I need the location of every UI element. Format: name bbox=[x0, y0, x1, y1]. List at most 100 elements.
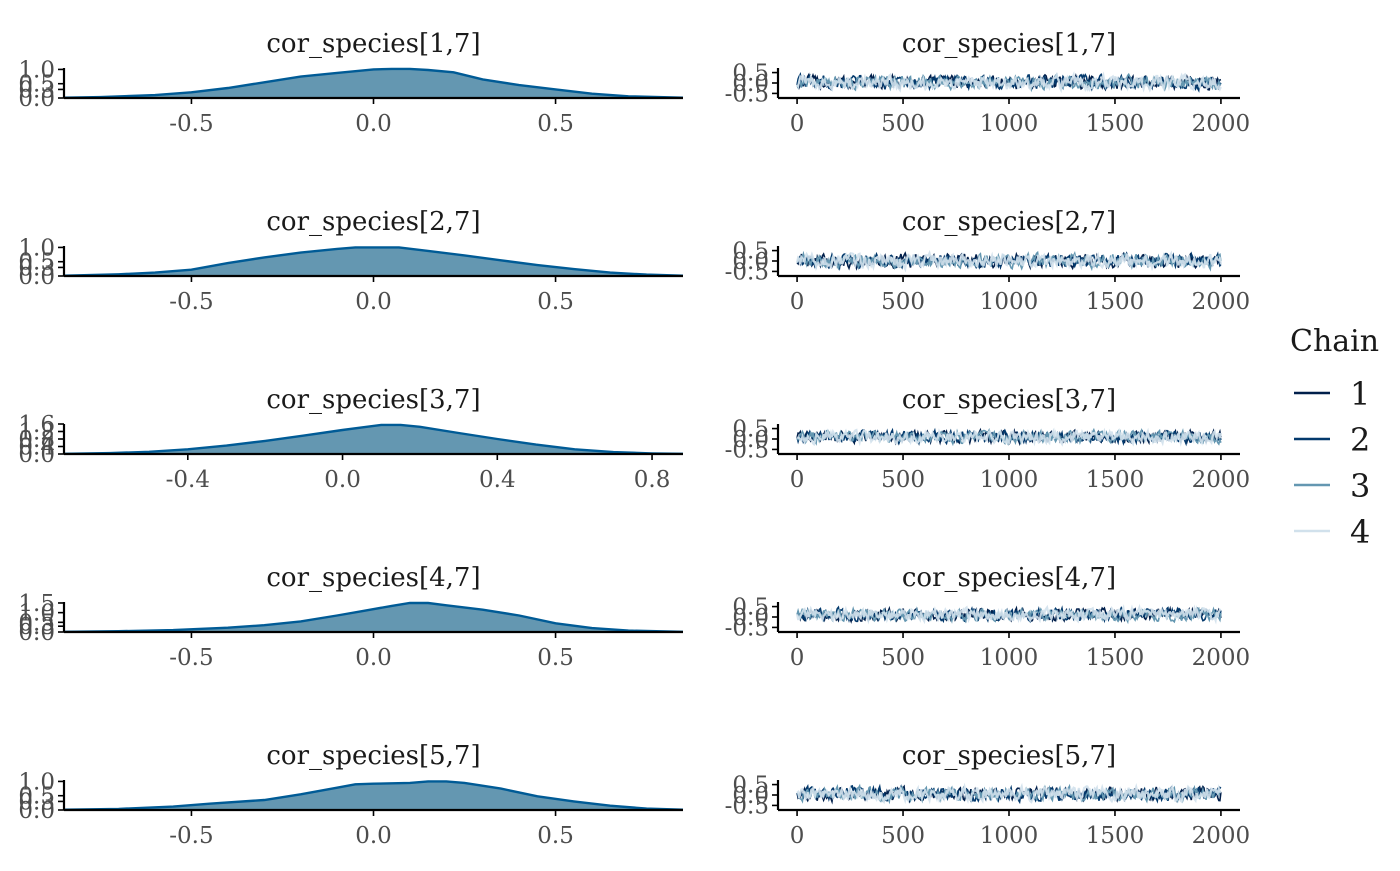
panel: cor_species[5,7] 0 500 1000 1500 2000 -0.50.00… bbox=[725, 741, 1251, 849]
x-tick-label: 1000 bbox=[980, 467, 1039, 493]
density-area bbox=[64, 603, 683, 632]
x-tick-label: 500 bbox=[881, 111, 925, 137]
x-tick-label: 0 bbox=[790, 823, 805, 849]
panel: cor_species[3,7]-0.4 0.0 0.4 0.80.00.40.81.… bbox=[18, 385, 684, 493]
x-tick-label: 500 bbox=[881, 823, 925, 849]
x-tick-label: 0.5 bbox=[537, 645, 574, 671]
y-tick-label: 0.5 bbox=[732, 595, 769, 621]
y-tick-label: 1.0 bbox=[18, 57, 55, 83]
panel-title: cor_species[4,7] bbox=[266, 563, 480, 593]
panel-title: cor_species[2,7] bbox=[902, 207, 1116, 237]
x-tick-label: 0 bbox=[790, 111, 805, 137]
x-tick-label: 1500 bbox=[1086, 467, 1145, 493]
density-line bbox=[63, 423, 684, 455]
x-tick-label: -0.5 bbox=[169, 645, 213, 671]
density-line bbox=[63, 246, 684, 277]
legend-item: 2 bbox=[1294, 421, 1370, 459]
x-tick-label: 0 bbox=[790, 289, 805, 315]
y-tick-label: 0.0 bbox=[18, 442, 55, 468]
x-tick-label: 1000 bbox=[980, 645, 1039, 671]
panel: cor_species[5,7]-0.5 0.0 0.50.00.30.51.0 bbox=[18, 741, 684, 849]
y-tick-label: 1.0 bbox=[18, 235, 55, 261]
x-tick-label: 0.0 bbox=[355, 645, 392, 671]
y-tick-label: 0.5 bbox=[732, 417, 769, 443]
y-tick-label: 0.5 bbox=[732, 773, 769, 799]
panel-title: cor_species[3,7] bbox=[902, 385, 1116, 415]
x-tick-label: -0.5 bbox=[169, 289, 213, 315]
y-tick-label: 0.3 bbox=[18, 77, 55, 103]
y-tick-label: 1.6 bbox=[18, 412, 55, 438]
x-tick-label: 2000 bbox=[1192, 467, 1251, 493]
y-tick-label: 0.0 bbox=[732, 427, 769, 453]
y-tick-label: 0.0 bbox=[732, 783, 769, 809]
legend-item: 3 bbox=[1294, 467, 1370, 505]
y-tick-label: 0.0 bbox=[732, 249, 769, 275]
x-tick-label: 1500 bbox=[1086, 645, 1145, 671]
x-tick-label: 1000 bbox=[980, 289, 1039, 315]
y-tick-label: 0.5 bbox=[732, 61, 769, 87]
panel-grid: cor_species[1,7]-0.5 0.0 0.50.00.30.51.0co… bbox=[18, 29, 1250, 849]
y-tick-label: 1.2 bbox=[18, 420, 55, 446]
panel-title: cor_species[4,7] bbox=[902, 563, 1116, 593]
x-tick-label: 0.5 bbox=[537, 111, 574, 137]
x-tick-label: 0.5 bbox=[537, 823, 574, 849]
x-tick-label: -0.5 bbox=[169, 823, 213, 849]
y-tick-label: 0.0 bbox=[18, 798, 55, 824]
y-tick-label: 0.3 bbox=[18, 255, 55, 281]
x-tick-label: 0.0 bbox=[355, 823, 392, 849]
density-line bbox=[63, 601, 684, 633]
panel-title: cor_species[3,7] bbox=[266, 385, 480, 415]
y-tick-label: 0.0 bbox=[18, 264, 55, 290]
x-tick-label: 500 bbox=[881, 289, 925, 315]
trace-line bbox=[796, 782, 1222, 805]
y-tick-label: 0.0 bbox=[732, 605, 769, 631]
density-area bbox=[64, 781, 683, 810]
density-line bbox=[63, 780, 684, 811]
panel-title: cor_species[1,7] bbox=[266, 29, 480, 59]
x-tick-label: 2000 bbox=[1192, 645, 1251, 671]
panel-title: cor_species[1,7] bbox=[902, 29, 1116, 59]
y-tick-label: 0.4 bbox=[18, 435, 55, 461]
legend: Chain 1 2 3 4 bbox=[1290, 324, 1379, 551]
x-tick-label: 0.0 bbox=[355, 289, 392, 315]
y-tick-label: 1.0 bbox=[18, 601, 55, 627]
x-tick-label: 0.5 bbox=[537, 289, 574, 315]
y-tick-label: 0.5 bbox=[18, 72, 55, 98]
y-tick-label: 0.3 bbox=[18, 789, 55, 815]
panel-title: cor_species[5,7] bbox=[902, 741, 1116, 771]
panel: cor_species[1,7] 0 500 1000 1500 2000 -0.50.00… bbox=[725, 29, 1251, 137]
x-tick-label: 1500 bbox=[1086, 823, 1145, 849]
x-tick-label: 1500 bbox=[1086, 289, 1145, 315]
x-tick-label: 0 bbox=[790, 645, 805, 671]
x-tick-label: 1000 bbox=[980, 823, 1039, 849]
y-tick-label: 0.3 bbox=[18, 614, 55, 640]
panel: cor_species[1,7]-0.5 0.0 0.50.00.30.51.0 bbox=[18, 29, 684, 137]
y-tick-label: 0.5 bbox=[18, 610, 55, 636]
legend-label: 1 bbox=[1350, 375, 1370, 413]
x-tick-label: 1500 bbox=[1086, 111, 1145, 137]
x-tick-label: 0.0 bbox=[355, 111, 392, 137]
y-tick-label: -0.5 bbox=[725, 81, 769, 107]
trace-line bbox=[796, 427, 1222, 447]
y-tick-label: -0.5 bbox=[725, 437, 769, 463]
panel-title: cor_species[2,7] bbox=[266, 207, 480, 237]
y-tick-label: 0.5 bbox=[732, 239, 769, 265]
legend-label: 3 bbox=[1350, 467, 1370, 505]
y-tick-label: 1.0 bbox=[18, 769, 55, 795]
density-area bbox=[64, 247, 683, 276]
legend-title: Chain bbox=[1290, 324, 1379, 359]
y-tick-label: 0.8 bbox=[18, 427, 55, 453]
x-tick-label: -0.5 bbox=[169, 111, 213, 137]
x-tick-label: 0.8 bbox=[634, 467, 671, 493]
trace-line bbox=[796, 70, 1222, 94]
legend-item: 4 bbox=[1294, 513, 1370, 551]
legend-item: 1 bbox=[1294, 375, 1370, 413]
density-line bbox=[63, 67, 684, 99]
x-tick-label: 500 bbox=[881, 645, 925, 671]
panel: cor_species[2,7] 0 500 1000 1500 2000 -0.50.00… bbox=[725, 207, 1251, 315]
y-tick-label: -0.5 bbox=[725, 615, 769, 641]
trace-line bbox=[796, 249, 1222, 273]
panel: cor_species[4,7] 0 500 1000 1500 2000 -0.50.00… bbox=[725, 563, 1251, 671]
